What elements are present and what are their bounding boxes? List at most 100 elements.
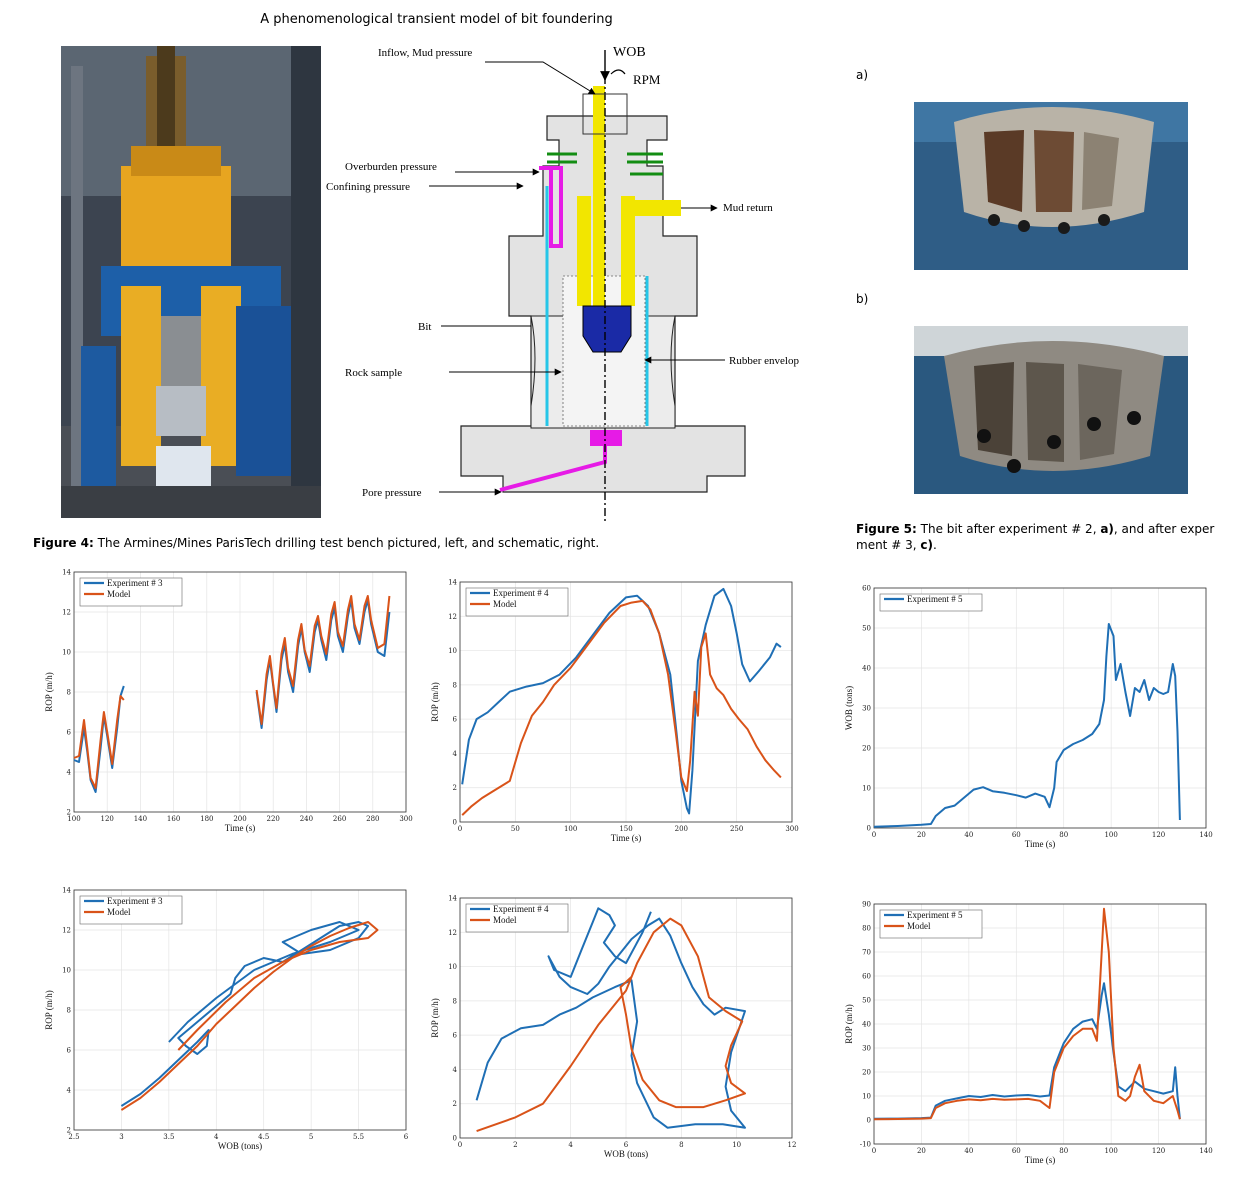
- legend-entry: Experiment # 3: [107, 896, 163, 906]
- figure-5-ref-a: a): [1100, 522, 1114, 536]
- y-tick-label: 6: [67, 729, 72, 737]
- label-rock-sample: Rock sample: [345, 367, 402, 379]
- legend-entry: Model: [107, 907, 131, 917]
- y-tick-label: 10: [62, 967, 71, 975]
- x-tick-label: 0: [458, 825, 462, 833]
- series-line-model: [873, 907, 1181, 1121]
- y-axis-label: ROP (m/h): [430, 998, 440, 1037]
- y-tick-label: 14: [448, 895, 457, 903]
- y-tick-label: -10: [860, 1141, 871, 1149]
- legend-entry: Model: [107, 589, 131, 599]
- series-line-experiment: [873, 982, 1181, 1120]
- x-tick-label: 40: [964, 831, 973, 839]
- figure-5-text-4: .: [932, 538, 937, 552]
- y-tick-label: 10: [62, 649, 71, 657]
- y-tick-label: 6: [67, 1047, 72, 1055]
- x-tick-label: 140: [1199, 1147, 1212, 1155]
- x-tick-label: 2: [513, 1141, 517, 1149]
- x-tick-label: 80: [1059, 1147, 1068, 1155]
- y-tick-label: 14: [62, 569, 71, 577]
- plot-frame: [873, 587, 1207, 829]
- y-axis-label: ROP (m/h): [430, 682, 440, 721]
- y-tick-label: 4: [453, 1066, 458, 1074]
- y-tick-label: 14: [62, 887, 71, 895]
- x-tick-label: 10: [732, 1141, 741, 1149]
- series-line-experiment: [873, 623, 1181, 828]
- label-pore: Pore pressure: [362, 487, 422, 499]
- x-tick-label: 140: [1199, 831, 1212, 839]
- y-tick-label: 10: [862, 1093, 871, 1101]
- x-tick-label: 260: [333, 815, 346, 823]
- x-tick-label: 280: [366, 815, 379, 823]
- legend-entry: Experiment # 5: [907, 594, 963, 604]
- bit-photo-b: [914, 326, 1188, 494]
- plot-frame: [459, 581, 793, 823]
- y-tick-label: 0: [453, 819, 457, 827]
- x-tick-label: 0: [872, 831, 876, 839]
- y-tick-label: 4: [453, 750, 458, 758]
- y-tick-label: 60: [862, 585, 871, 593]
- x-tick-label: 300: [785, 825, 798, 833]
- y-tick-label: 50: [862, 997, 871, 1005]
- x-tick-label: 120: [1152, 831, 1165, 839]
- x-tick-label: 120: [1152, 1147, 1165, 1155]
- x-axis-label: Time (s): [611, 833, 641, 843]
- y-axis-label: ROP (m/h): [844, 1004, 854, 1043]
- y-tick-label: 60: [862, 973, 871, 981]
- legend-box: [879, 593, 983, 612]
- chart-rop-time-exp4: 0 50 100 150 200 250 300 0 2 4 6 8 10 12 14 Time (s) ROP…: [424, 576, 802, 848]
- x-axis-label: Time (s): [1025, 839, 1055, 849]
- series-line-experiment: [475, 907, 746, 1129]
- y-tick-label: 40: [862, 1021, 871, 1029]
- legend-entry: Model: [493, 915, 517, 925]
- legend-entry: Experiment # 4: [493, 588, 549, 598]
- y-tick-label: 30: [862, 705, 871, 713]
- x-tick-label: 220: [267, 815, 280, 823]
- figure-4-text: The Armines/Mines ParisTech drilling tes…: [93, 536, 600, 550]
- label-wob: WOB: [613, 45, 646, 60]
- legend-entry: Experiment # 3: [107, 578, 163, 588]
- y-axis-label: ROP (m/h): [44, 672, 54, 711]
- y-tick-label: 80: [862, 925, 871, 933]
- series-line-experiment: [461, 587, 782, 815]
- x-tick-label: 180: [200, 815, 213, 823]
- x-axis-label: Time (s): [1025, 1155, 1055, 1165]
- x-tick-label: 100: [1104, 1147, 1117, 1155]
- y-tick-label: 12: [62, 609, 71, 617]
- legend-entry: Model: [907, 921, 931, 931]
- x-tick-label: 120: [101, 815, 114, 823]
- y-tick-label: 8: [453, 681, 457, 689]
- x-tick-label: 2.5: [68, 1133, 79, 1141]
- figure-5-caption: Figure 5: The bit after experiment # 2, …: [856, 521, 1254, 553]
- y-tick-label: 12: [448, 613, 457, 621]
- x-tick-label: 20: [917, 1147, 926, 1155]
- x-tick-label: 4: [568, 1141, 573, 1149]
- x-tick-label: 4: [214, 1133, 219, 1141]
- x-tick-label: 40: [964, 1147, 973, 1155]
- y-tick-label: 6: [453, 1032, 458, 1040]
- series-line-model: [120, 921, 379, 1111]
- label-overburden: Overburden pressure: [345, 161, 437, 173]
- x-tick-label: 5.5: [353, 1133, 364, 1141]
- chart-rop-wob-exp4: 0 2 4 6 8 10 12 0 2 4 6 8 10 12 14 WOB (tons) ROP (m/h) E…: [424, 892, 802, 1164]
- x-tick-label: 0: [458, 1141, 462, 1149]
- series-line-model: [476, 917, 746, 1133]
- y-tick-label: 40: [862, 665, 871, 673]
- y-tick-label: 0: [453, 1135, 457, 1143]
- y-tick-label: 4: [67, 769, 72, 777]
- test-bench-schematic: Inflow, Mud pressure WOB RPM Overburden …: [325, 36, 825, 522]
- x-tick-label: 8: [679, 1141, 683, 1149]
- x-tick-label: 200: [675, 825, 688, 833]
- running-header: A phenomenological transient model of bi…: [260, 12, 613, 27]
- x-axis-label: WOB (tons): [218, 1141, 262, 1151]
- x-tick-label: 5: [309, 1133, 313, 1141]
- x-tick-label: 3: [119, 1133, 123, 1141]
- figure-5-text-3: ment # 3,: [856, 538, 921, 552]
- x-tick-label: 200: [233, 815, 246, 823]
- x-tick-label: 80: [1059, 831, 1068, 839]
- legend-box: [79, 577, 183, 607]
- x-axis-label: WOB (tons): [604, 1149, 648, 1159]
- plot-frame: [73, 889, 407, 1131]
- x-tick-label: 250: [730, 825, 743, 833]
- chart-rop-time-exp3: 100 120 140 160 180 200 220 240 260 280 300 2 4 6 8 10 1…: [38, 566, 416, 838]
